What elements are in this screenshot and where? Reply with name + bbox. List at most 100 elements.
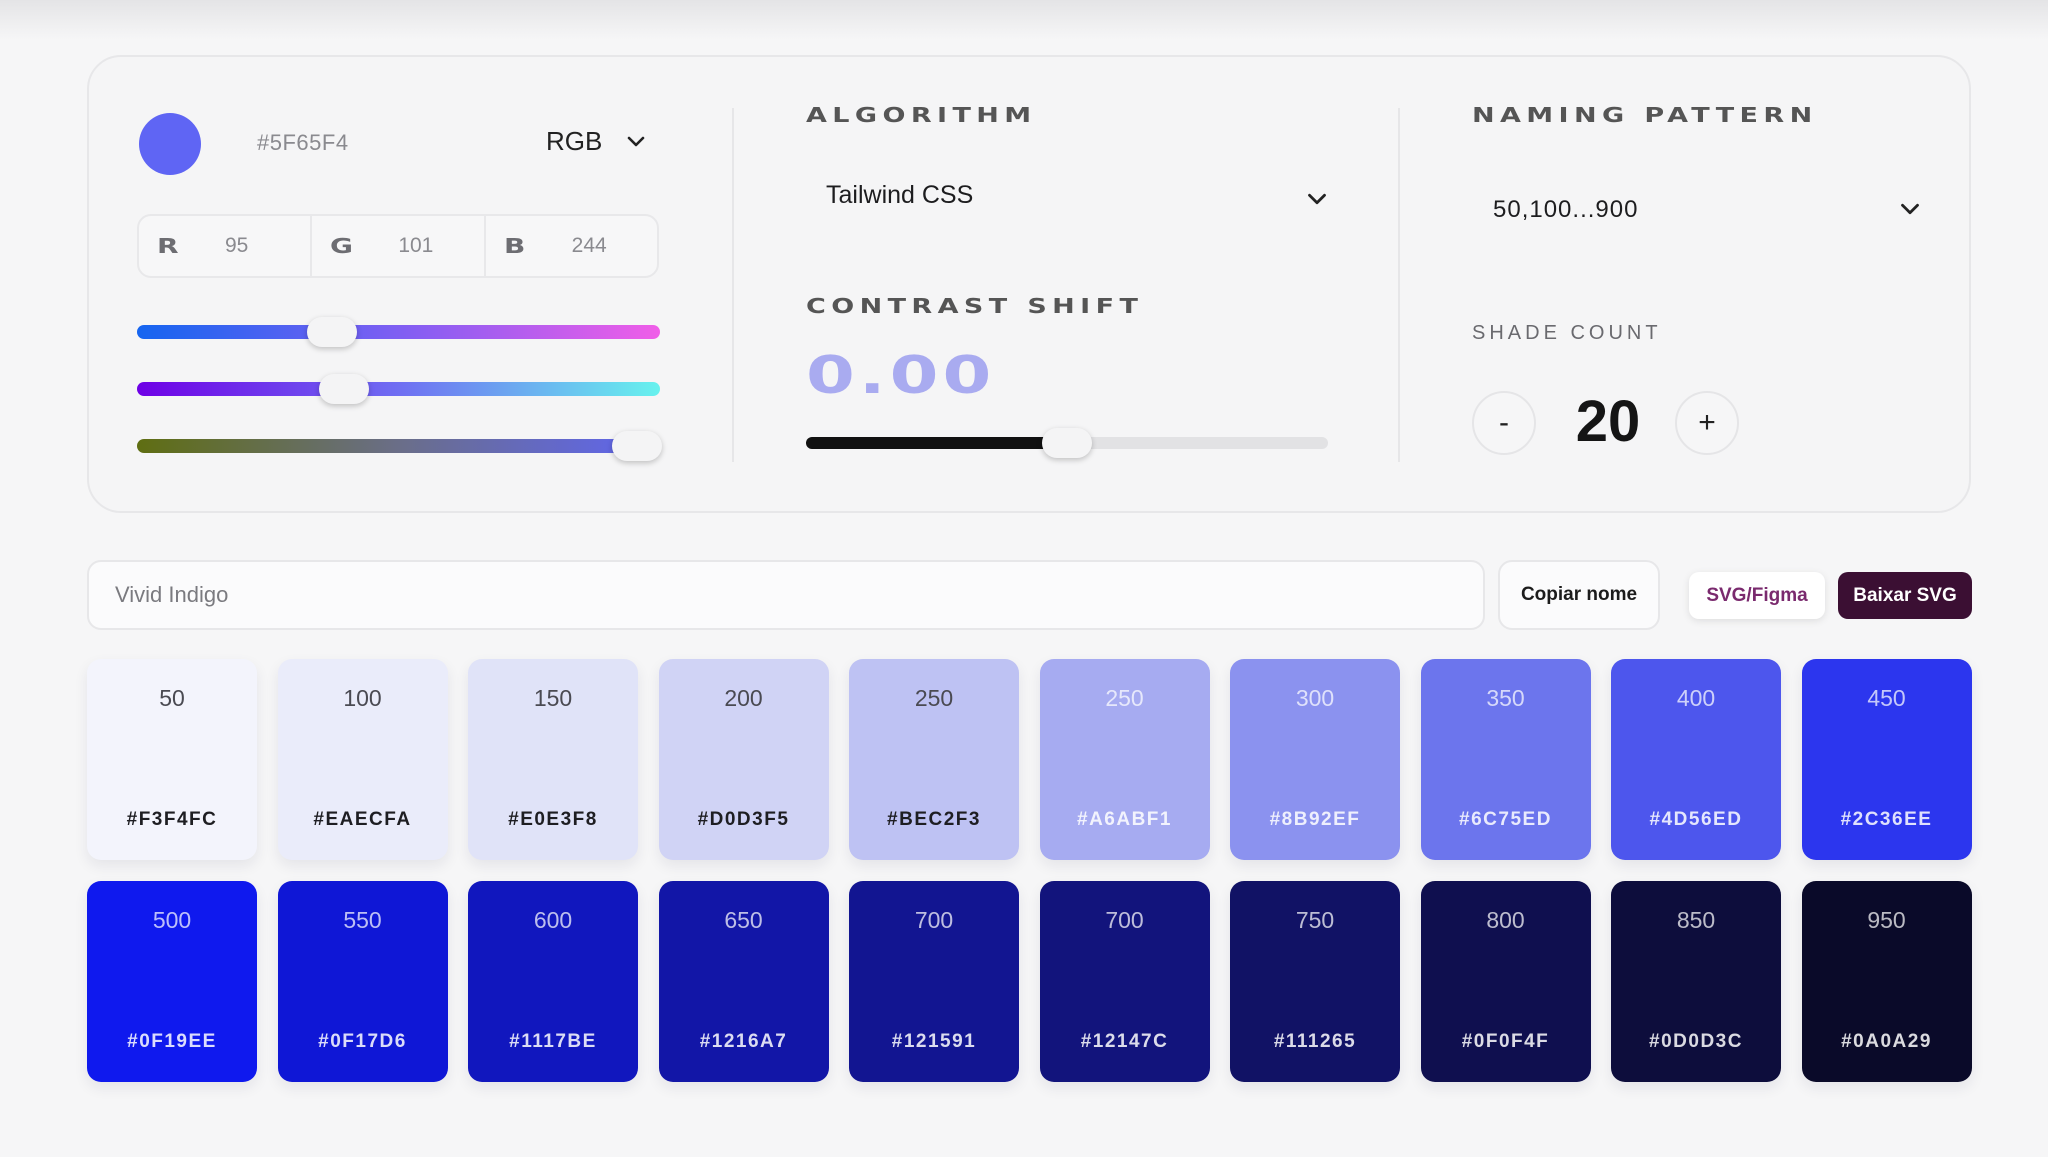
blue-slider-thumb[interactable]: [612, 431, 663, 461]
green-channel-slider[interactable]: [137, 382, 660, 396]
rgb-inputs: R 95 G 101 B 244: [137, 214, 659, 278]
swatch-shade-label: 850: [1676, 907, 1716, 933]
palette-swatch-card[interactable]: 750 #111265: [1230, 881, 1400, 1082]
blue-channel-slider[interactable]: [137, 439, 660, 453]
swatch-shade-label: 450: [1867, 685, 1906, 711]
green-slider-thumb[interactable]: [319, 374, 370, 404]
swatch-shade-label: 550: [343, 907, 382, 933]
swatch-hex-label: #EAECFA: [313, 809, 412, 830]
channel-letter: G: [330, 234, 354, 258]
swatch-shade-label: 350: [1486, 685, 1525, 711]
palette-swatch-card[interactable]: 800 #0F0F4F: [1420, 881, 1591, 1082]
top-shadow: [0, 0, 2048, 40]
palette-swatch-card[interactable]: 700 #12147C: [1039, 881, 1210, 1082]
chevron-down-icon[interactable]: [1306, 192, 1328, 207]
swatch-hex-label: #0F19EE: [127, 1031, 217, 1052]
palette-swatch-card[interactable]: 450 #2C36EE: [1801, 659, 1972, 860]
contrast-shift-value: 0.00: [806, 346, 996, 406]
red-channel-field[interactable]: R 95: [139, 216, 313, 276]
swatch-hex-label: #2C36EE: [1840, 809, 1933, 830]
blue-channel-field[interactable]: B 244: [486, 216, 657, 276]
swatch-shade-label: 800: [1486, 907, 1525, 933]
base-color-hex[interactable]: #5F65F4: [257, 130, 349, 155]
palette-swatch-card[interactable]: 300 #8B92EF: [1230, 659, 1400, 860]
naming-pattern-select-value[interactable]: 50,100...900: [1493, 196, 1639, 223]
palette-swatch-card[interactable]: 500 #0F19EE: [87, 881, 257, 1082]
contrast-slider-thumb[interactable]: [1042, 428, 1092, 458]
palette-swatch-card[interactable]: 150 #E0E3F8: [468, 659, 638, 860]
palette-swatch-card[interactable]: 250 #A6ABF1: [1039, 659, 1210, 860]
swatch-hex-label: #8B92EF: [1269, 809, 1361, 830]
swatch-shade-label: 750: [1295, 907, 1335, 933]
palette-swatch-card[interactable]: 550 #0F17D6: [277, 881, 448, 1082]
svg-figma-button[interactable]: SVG/Figma: [1689, 572, 1825, 619]
palette-grid: 50 #F3F4FC 100 #EAECFA 150 #E0E3F8 200 #D0D3F5 2…: [87, 659, 1972, 1082]
swatch-shade-label: 100: [343, 685, 382, 711]
download-svg-button[interactable]: Baixar SVG: [1838, 572, 1972, 619]
channel-value: 101: [398, 234, 434, 257]
swatch-hex-label: #BEC2F3: [887, 809, 981, 830]
swatch-shade-label: 200: [724, 685, 763, 711]
swatch-hex-label: #E0E3F8: [508, 809, 598, 830]
red-slider-thumb[interactable]: [306, 317, 357, 347]
chevron-down-icon[interactable]: [1899, 202, 1921, 217]
channel-value: 95: [225, 234, 249, 257]
swatch-hex-label: #1117BE: [509, 1031, 597, 1052]
swatch-shade-label: 600: [533, 907, 573, 933]
copy-name-button[interactable]: Copiar nome: [1498, 560, 1660, 630]
swatch-hex-label: #0F17D6: [318, 1031, 407, 1052]
color-mode-value: RGB: [546, 126, 603, 156]
palette-swatch-card[interactable]: 650 #1216A7: [658, 881, 829, 1082]
channel-value: 244: [571, 234, 607, 257]
panel-divider: [1398, 108, 1400, 462]
shade-count-value: 20: [1575, 389, 1641, 454]
swatch-shade-label: 150: [533, 685, 573, 711]
channel-letter: B: [503, 234, 526, 258]
palette-swatch-card[interactable]: 100 #EAECFA: [277, 659, 448, 860]
increment-button[interactable]: +: [1675, 391, 1739, 455]
swatch-shade-label: 700: [914, 907, 954, 933]
palette-swatch-card[interactable]: 350 #6C75ED: [1420, 659, 1591, 860]
swatch-hex-label: #121591: [891, 1031, 977, 1052]
green-channel-field[interactable]: G 101: [312, 216, 486, 276]
palette-swatch-card[interactable]: 600 #1117BE: [468, 881, 638, 1082]
swatch-shade-label: 700: [1105, 907, 1144, 933]
swatch-hex-label: #F3F4FC: [126, 809, 218, 830]
swatch-hex-label: #A6ABF1: [1077, 809, 1172, 830]
red-channel-slider[interactable]: [137, 325, 660, 339]
naming-pattern-label: NAMING PATTERN: [1472, 103, 1818, 127]
swatch-shade-label: 650: [724, 907, 763, 933]
swatch-shade-label: 950: [1867, 907, 1906, 933]
swatch-hex-label: #12147C: [1080, 1031, 1169, 1052]
algorithm-select-value[interactable]: Tailwind CSS: [826, 181, 974, 209]
palette-swatch-card[interactable]: 200 #D0D3F5: [658, 659, 829, 860]
swatch-hex-label: #0F0F4F: [1461, 1031, 1550, 1052]
swatch-hex-label: #4D56ED: [1649, 809, 1743, 830]
algorithm-label: ALGORITHM: [806, 103, 1037, 127]
swatch-hex-label: #6C75ED: [1459, 809, 1552, 830]
palette-name-input[interactable]: [87, 560, 1485, 630]
swatch-shade-label: 300: [1295, 685, 1335, 711]
contrast-shift-label: CONTRAST SHIFT: [806, 294, 1144, 318]
palette-swatch-card[interactable]: 400 #4D56ED: [1611, 659, 1781, 860]
swatch-hex-label: #1216A7: [699, 1031, 788, 1052]
palette-swatch-card[interactable]: 250 #BEC2F3: [849, 659, 1019, 860]
palette-swatch-card[interactable]: 50 #F3F4FC: [87, 659, 257, 860]
chevron-down-icon: [628, 136, 645, 146]
swatch-shade-label: 250: [914, 685, 954, 711]
swatch-shade-label: 500: [152, 907, 192, 933]
palette-swatch-card[interactable]: 950 #0A0A29: [1801, 881, 1972, 1082]
palette-swatch-card[interactable]: 850 #0D0D3C: [1611, 881, 1781, 1082]
palette-swatch-card[interactable]: 700 #121591: [849, 881, 1019, 1082]
swatch-shade-label: 400: [1676, 685, 1716, 711]
settings-panel: [87, 55, 1971, 513]
channel-letter: R: [157, 234, 179, 258]
decrement-button[interactable]: -: [1472, 391, 1536, 455]
base-color-swatch[interactable]: [139, 113, 201, 175]
swatch-hex-label: #D0D3F5: [697, 809, 790, 830]
color-mode-select[interactable]: RGB: [546, 126, 646, 157]
shade-count-label: SHADE COUNT: [1472, 322, 1662, 344]
swatch-hex-label: #0D0D3C: [1649, 1031, 1743, 1052]
swatch-shade-label: 50: [159, 685, 185, 711]
swatch-hex-label: #0A0A29: [1841, 1031, 1932, 1052]
